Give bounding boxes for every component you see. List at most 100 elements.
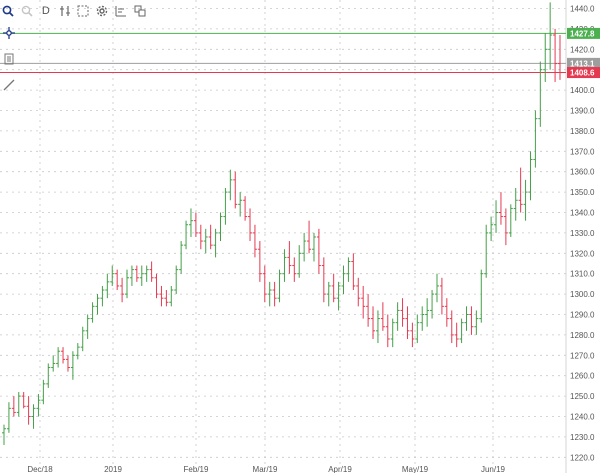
ohlc-bar: [228, 169, 233, 201]
ohlc-bar: [444, 298, 449, 327]
price-lines: [0, 32, 566, 74]
ohlc-bar: [371, 306, 376, 339]
ohlc-bar: [46, 363, 51, 388]
ohlc-bar: [90, 302, 95, 323]
zoom-out-icon: [21, 5, 33, 17]
ohlc-bar: [380, 302, 385, 331]
selection-button[interactable]: [75, 1, 92, 21]
ohlc-bar: [51, 355, 56, 372]
ohlc-bar: [149, 261, 154, 282]
ohlc-bar: [282, 249, 287, 282]
zoom-out-button[interactable]: [19, 1, 36, 21]
settings-button[interactable]: [94, 1, 111, 21]
time-axis[interactable]: Dec/18 2019 Feb/19 Mar/19 Apr/19 May/19 Jun/19: [27, 465, 505, 473]
ohlc-bar: [469, 306, 474, 335]
ohlc-bar: [508, 204, 513, 237]
y-tick-label: 1380.0: [570, 127, 595, 136]
y-tick-label: 1320.0: [570, 249, 595, 258]
note-button[interactable]: [0, 50, 18, 68]
ohlc-bar: [425, 298, 430, 327]
ohlc-bar: [307, 220, 312, 254]
ohlc-bar: [410, 322, 415, 348]
ohlc-bar: [390, 318, 395, 348]
ohlc-bar: [41, 379, 46, 405]
ohlc-bar: [415, 314, 420, 344]
ohlc-bar: [479, 269, 484, 323]
price-marker-bg: [567, 57, 600, 69]
ohlc-bar: [321, 257, 326, 303]
ohlc-bar: [198, 224, 203, 250]
chart-toolbar: D: [0, 0, 150, 22]
ohlc-bar: [80, 326, 85, 352]
price-marker-label: 1427.8: [570, 29, 595, 38]
ohlc-bar: [144, 265, 149, 282]
ohlc-bar: [154, 273, 159, 299]
ohlc-bar: [311, 232, 316, 262]
x-tick-label: Apr/19: [328, 465, 352, 473]
ohlc-bar: [464, 306, 469, 331]
ohlc-bar: [533, 110, 538, 168]
ohlc-bar: [21, 392, 26, 409]
ohlc-bar: [115, 269, 120, 291]
y-tick-label: 1440.0: [570, 5, 595, 14]
chart-type-button[interactable]: [113, 1, 130, 21]
ohlc-bar: [179, 241, 184, 274]
ohlc-bar: [134, 265, 139, 282]
draw-line-button[interactable]: [0, 76, 18, 94]
ohlc-bar: [2, 424, 6, 446]
y-tick-label: 1370.0: [570, 147, 595, 156]
timeframe-button[interactable]: D: [38, 1, 55, 21]
ohlc-bar: [129, 265, 134, 286]
zoom-in-button[interactable]: [0, 1, 17, 21]
ohlc-bar: [203, 228, 208, 254]
ohlc-bar: [302, 232, 307, 262]
ohlc-bar: [459, 318, 464, 344]
ohlc-bar: [528, 151, 533, 201]
ohlc-bar: [405, 306, 410, 339]
settings-icon: [96, 5, 108, 17]
x-tick-label: Jun/19: [481, 465, 506, 473]
ohlc-bar: [139, 265, 144, 286]
x-tick-label: Mar/19: [253, 465, 278, 473]
ohlc-bar: [341, 265, 346, 295]
chart-type-icon: [115, 6, 126, 17]
ohlc-bar: [474, 310, 479, 335]
ohlc-bar: [267, 281, 272, 307]
ohlc-bar: [243, 196, 248, 221]
ohlc-bar: [326, 281, 331, 307]
y-tick-label: 1230.0: [570, 433, 595, 442]
y-tick-label: 1240.0: [570, 413, 595, 422]
ohlc-bar: [257, 241, 262, 282]
draw-line-icon: [3, 79, 15, 91]
ohlc-bar: [449, 310, 454, 344]
ohlc-bar: [385, 314, 390, 348]
ohlc-bar: [26, 396, 31, 425]
ohlc-bar: [558, 35, 562, 80]
ohlc-bar: [439, 277, 444, 315]
y-tick-label: 1260.0: [570, 372, 595, 381]
y-tick-label: 1330.0: [570, 229, 595, 238]
crosshair-button[interactable]: [0, 24, 18, 42]
x-tick-label: Dec/18: [27, 465, 53, 473]
ohlc-bar: [169, 285, 174, 307]
ohlc-bar: [297, 245, 302, 278]
y-tick-label: 1250.0: [570, 392, 595, 401]
layout-button[interactable]: [131, 1, 148, 21]
price-axis[interactable]: 1220.0 1230.0 1240.0 1250.0 1260.0 1270.0 1280…: [570, 5, 595, 463]
ohlc-bar: [336, 281, 341, 311]
ohlc-bar: [70, 351, 75, 380]
y-tick-label: 1300.0: [570, 290, 595, 299]
drawing-toolbar: [0, 24, 18, 104]
indicators-button[interactable]: [56, 1, 73, 21]
price-marker-label: 1413.1: [570, 59, 595, 68]
y-tick-label: 1340.0: [570, 209, 595, 218]
ohlc-bar: [494, 200, 499, 233]
ohlc-bar: [543, 32, 548, 82]
ohlc-bar: [287, 241, 292, 274]
zoom-in-icon: [2, 5, 15, 17]
ohlc-bar: [125, 269, 130, 299]
ohlc-bar: [56, 347, 61, 368]
ohlc-bar: [218, 212, 223, 242]
